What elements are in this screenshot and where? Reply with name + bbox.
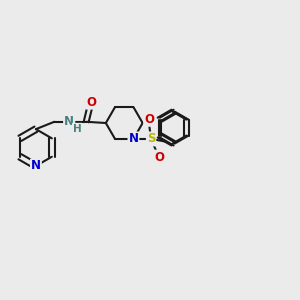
- Text: N: N: [64, 115, 74, 128]
- Text: O: O: [86, 96, 96, 109]
- Text: N: N: [128, 132, 138, 146]
- Text: N: N: [31, 159, 41, 172]
- Text: O: O: [154, 151, 164, 164]
- Text: S: S: [147, 132, 155, 146]
- Text: O: O: [144, 113, 154, 126]
- Text: H: H: [73, 124, 82, 134]
